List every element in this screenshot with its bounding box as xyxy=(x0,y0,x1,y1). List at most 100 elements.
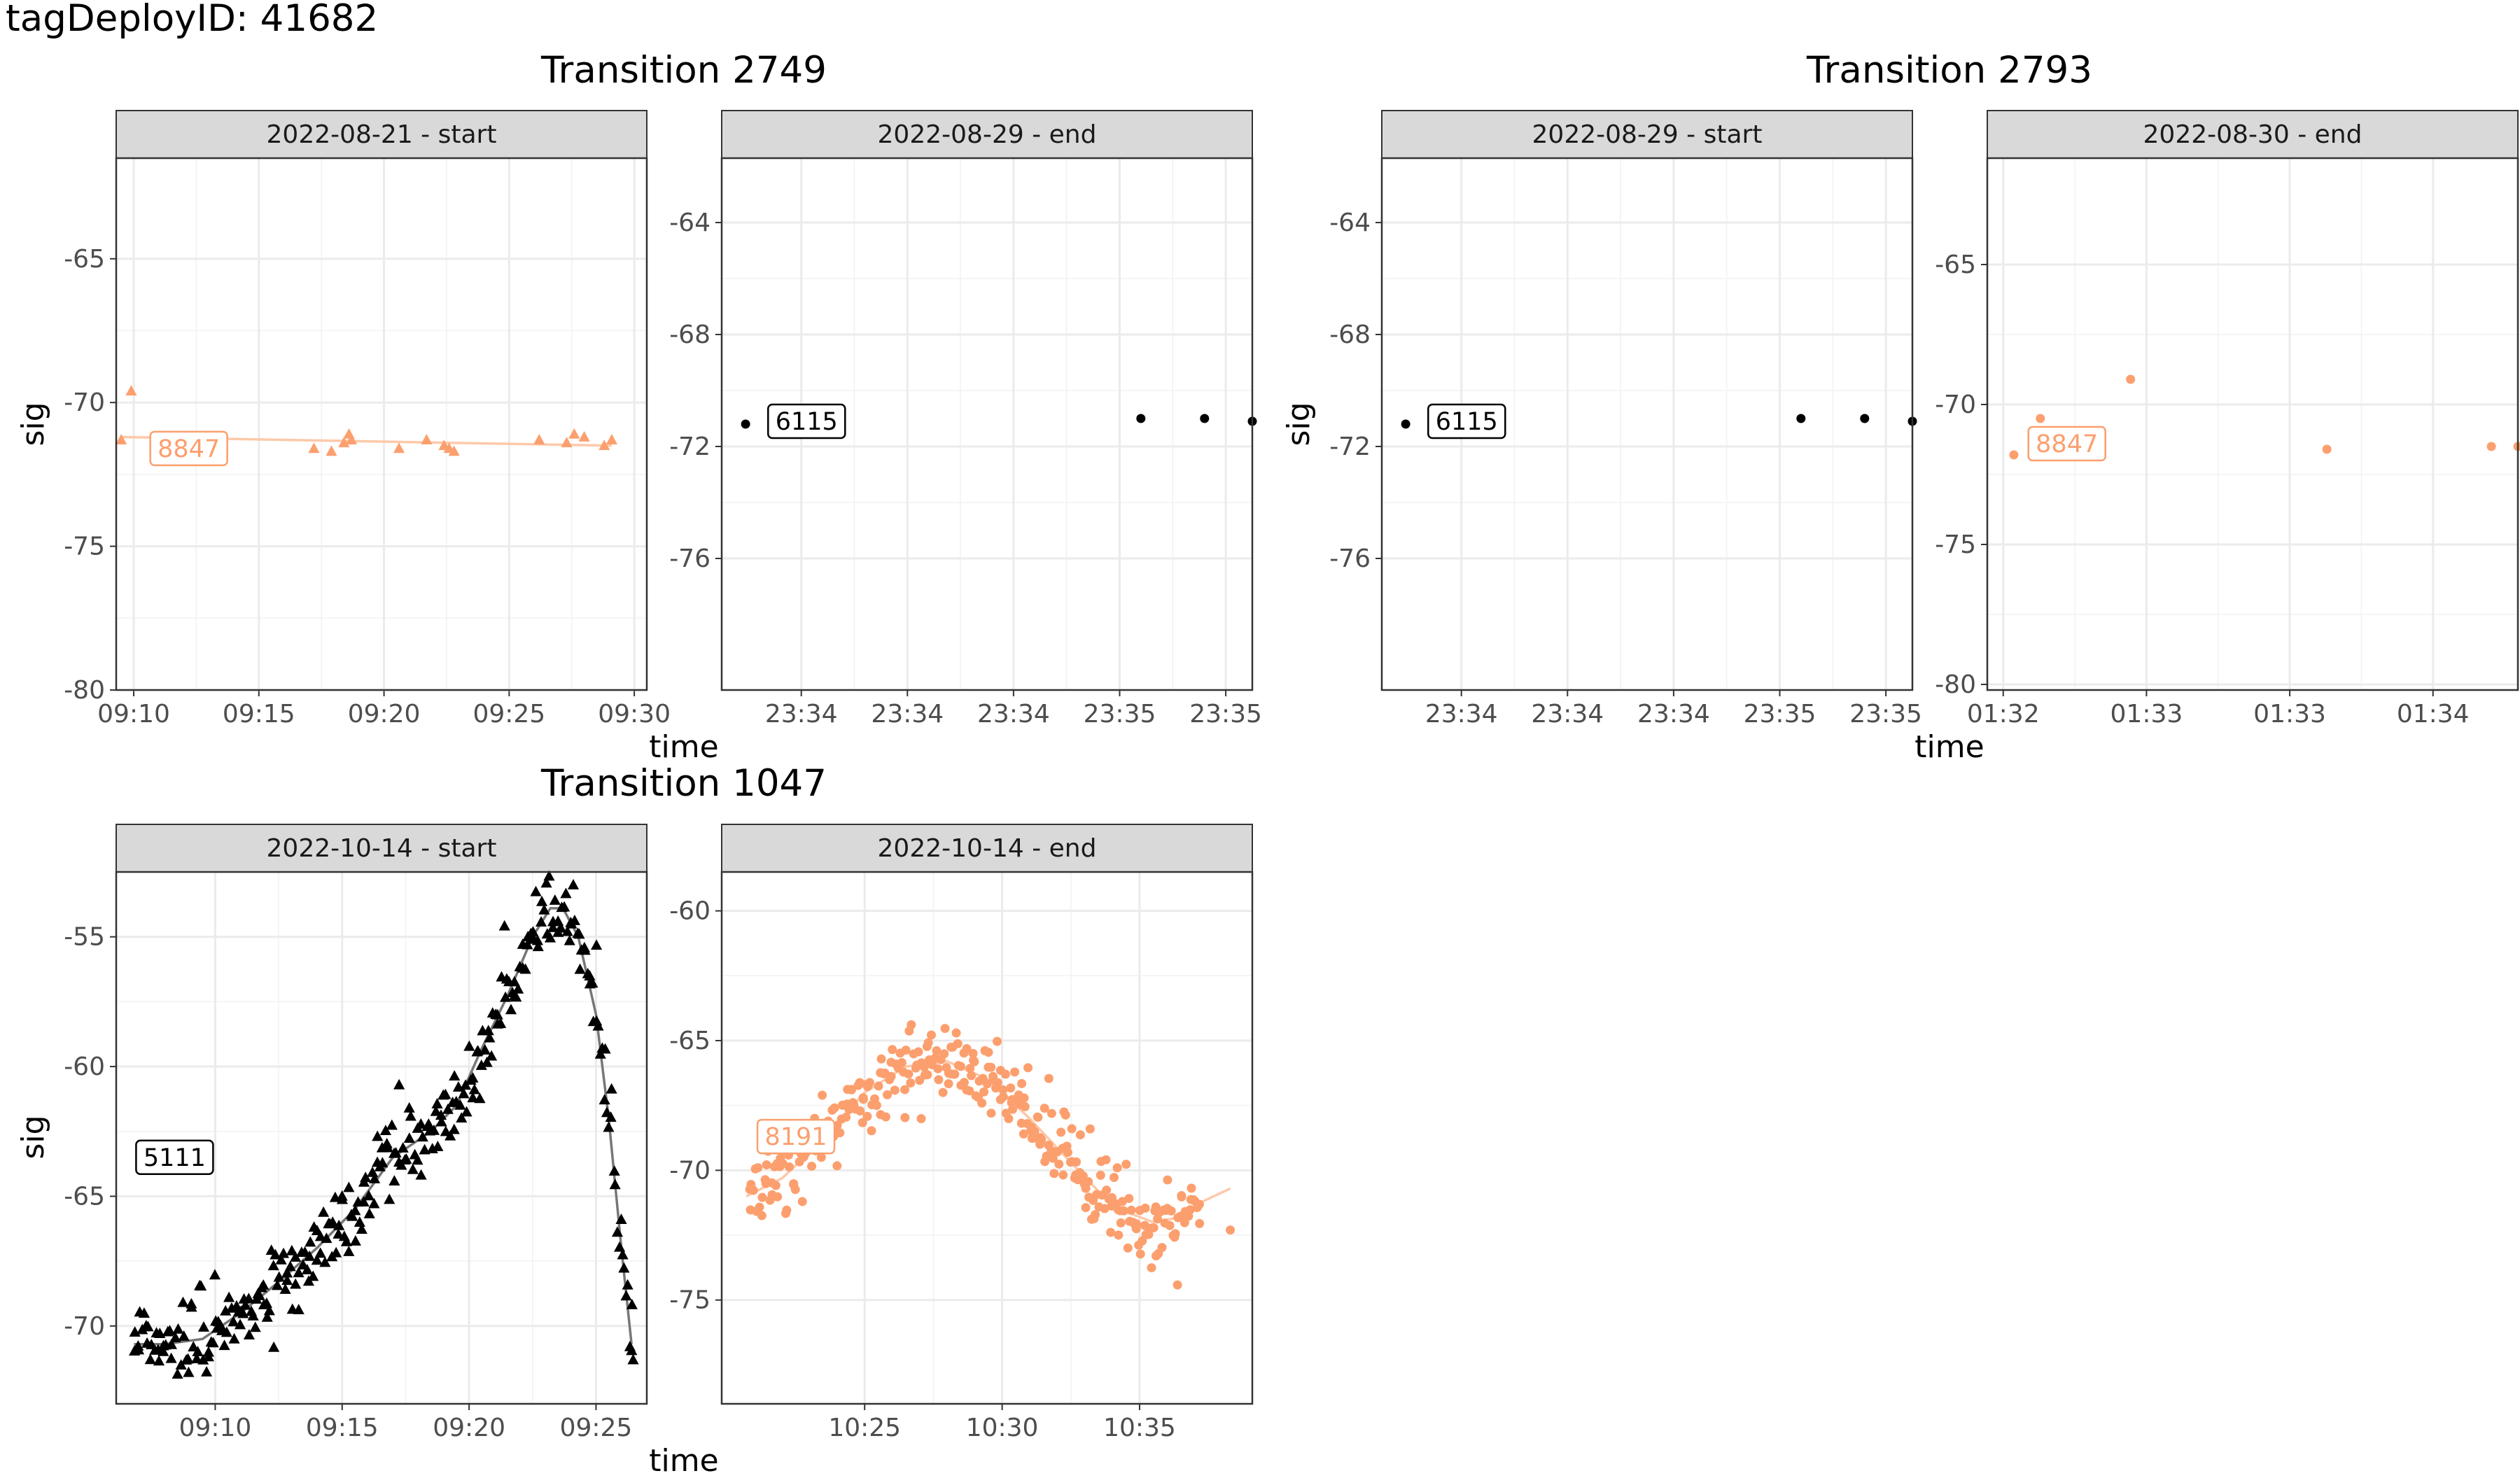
data-point xyxy=(486,1050,498,1061)
xlabel-group-2749: time xyxy=(649,729,718,765)
data-point xyxy=(858,1095,868,1104)
label-text: 8847 xyxy=(158,435,220,463)
data-point xyxy=(888,1045,897,1055)
data-point xyxy=(968,1048,978,1058)
data-point xyxy=(273,1271,285,1282)
data-point xyxy=(881,1112,890,1122)
x-tick-label: 09:25 xyxy=(560,1414,633,1442)
data-point xyxy=(1000,1069,1010,1079)
data-point xyxy=(951,1028,961,1038)
data-point xyxy=(1172,1280,1182,1290)
data-point xyxy=(1033,1113,1043,1122)
data-point xyxy=(220,1326,232,1337)
data-point xyxy=(933,1064,943,1074)
data-point xyxy=(876,1054,886,1064)
x-tick-label: 09:10 xyxy=(97,700,170,729)
data-point xyxy=(573,928,585,939)
data-point xyxy=(293,1267,304,1278)
series-label: 6115 xyxy=(1427,403,1506,439)
data-point xyxy=(1044,1074,1054,1083)
data-point xyxy=(1085,1124,1095,1134)
data-point xyxy=(592,1020,604,1031)
data-point xyxy=(940,1024,950,1034)
data-point xyxy=(183,1366,195,1377)
panel-border xyxy=(720,871,1254,1405)
data-point xyxy=(867,1126,876,1136)
data-point xyxy=(301,1263,313,1274)
y-tick-label: -76 xyxy=(1329,544,1371,573)
data-point xyxy=(428,1124,440,1135)
strip-label: 2022-08-29 - end xyxy=(878,120,1097,149)
ylabel-panel-5: sig xyxy=(15,1115,51,1159)
data-point xyxy=(2036,414,2045,423)
data-point xyxy=(1020,1102,1030,1111)
data-point xyxy=(818,1090,827,1100)
data-point xyxy=(1152,1251,1161,1261)
data-point xyxy=(755,1202,764,1212)
data-point xyxy=(835,1128,845,1138)
data-point xyxy=(169,1332,181,1343)
data-point xyxy=(377,1157,388,1168)
data-point xyxy=(1226,1225,1236,1235)
y-tick-label: -75 xyxy=(1935,530,1976,559)
data-point xyxy=(561,437,573,448)
data-point xyxy=(138,1307,150,1318)
data-point xyxy=(1153,1214,1163,1224)
y-tick-label: -65 xyxy=(1935,251,1976,279)
data-point xyxy=(519,963,531,974)
panel-plot: 09:10 09:15 09:20 09:25 09:30 -65 -70 -75 -80 884… xyxy=(64,157,671,729)
data-point xyxy=(484,1032,496,1043)
data-point xyxy=(540,877,552,888)
data-point xyxy=(308,442,320,453)
data-point xyxy=(144,1353,156,1365)
strip-label: 2022-08-21 - start xyxy=(267,120,497,149)
data-point xyxy=(606,434,618,444)
data-point xyxy=(1075,1130,1085,1140)
data-point xyxy=(527,926,539,937)
data-point xyxy=(435,1109,447,1120)
y-tick-label: -75 xyxy=(64,533,105,561)
data-point xyxy=(416,1131,428,1142)
data-point xyxy=(384,1193,396,1204)
data-point xyxy=(442,1103,454,1114)
data-point xyxy=(304,1236,316,1247)
data-point xyxy=(412,1154,424,1165)
data-point xyxy=(304,1250,316,1261)
data-point xyxy=(983,1048,993,1057)
data-point xyxy=(510,991,522,1002)
label-box xyxy=(756,1118,836,1155)
data-point xyxy=(1121,1160,1131,1169)
data-point xyxy=(1096,1170,1105,1180)
label-text: 5111 xyxy=(144,1144,206,1172)
data-point xyxy=(1091,1210,1100,1220)
data-point xyxy=(753,1163,763,1173)
strip-label: 2022-08-29 - start xyxy=(1532,120,1763,149)
data-point xyxy=(1106,1227,1116,1237)
data-point xyxy=(574,963,586,974)
data-point xyxy=(164,1325,176,1336)
data-point xyxy=(195,1280,207,1291)
y-tick-label: -72 xyxy=(1329,432,1371,461)
data-point xyxy=(807,1161,817,1171)
data-point xyxy=(832,1161,842,1171)
panel-background xyxy=(116,158,647,690)
panel-1: 2022-08-21 - start 09:10 09:15 09:20 09:25 0… xyxy=(64,110,671,729)
data-point xyxy=(218,1339,230,1351)
data-point xyxy=(239,1299,251,1310)
data-point xyxy=(611,1226,624,1237)
data-point xyxy=(1017,1078,1027,1088)
data-point xyxy=(897,1058,906,1068)
data-point xyxy=(263,1304,275,1316)
data-point xyxy=(620,1290,632,1301)
data-point xyxy=(202,1346,215,1357)
data-point xyxy=(998,1085,1008,1095)
data-point xyxy=(388,1175,400,1185)
data-point xyxy=(522,938,533,950)
data-point xyxy=(220,1304,232,1316)
data-point xyxy=(318,1206,330,1217)
data-point xyxy=(953,1039,962,1048)
data-point xyxy=(1030,1127,1040,1136)
data-point xyxy=(177,1296,189,1307)
data-point xyxy=(178,1330,190,1341)
data-point xyxy=(440,1088,451,1099)
